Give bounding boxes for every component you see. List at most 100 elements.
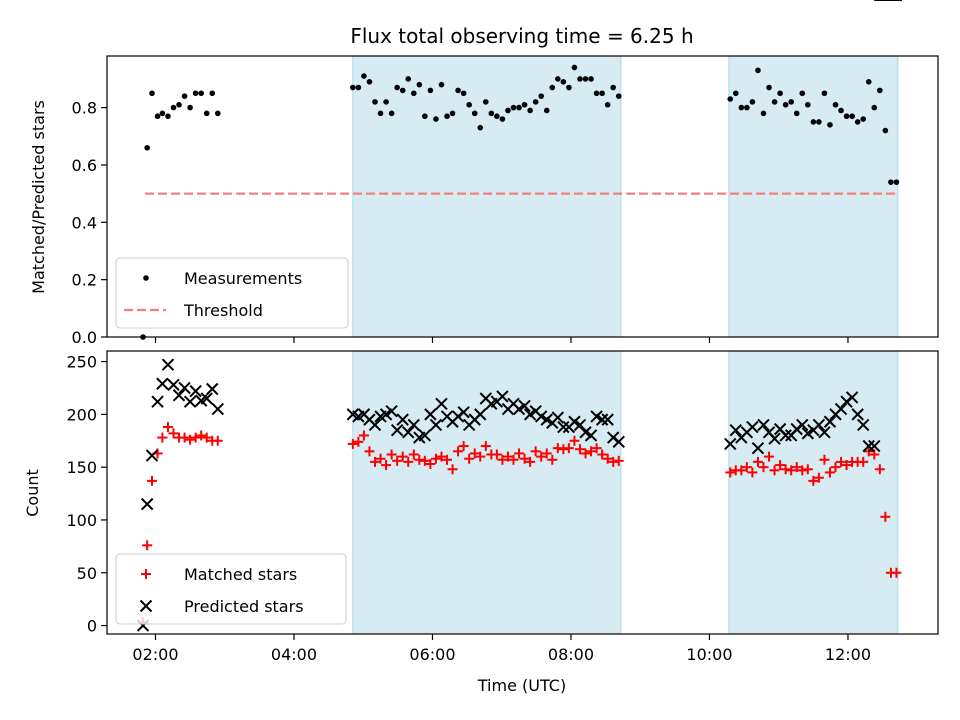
dot-point (361, 73, 367, 79)
x-b (590, 410, 603, 423)
dot-point (144, 144, 150, 151)
x-b (145, 449, 159, 462)
plus-point (212, 435, 223, 446)
x-point (551, 411, 565, 424)
x-b (346, 408, 360, 421)
dot-point (405, 76, 412, 82)
plus-point (147, 475, 158, 486)
plus-point (364, 446, 375, 457)
dot-point (383, 99, 389, 105)
plus-point (142, 540, 153, 551)
plus-point (613, 455, 624, 466)
x-point (779, 429, 792, 442)
dot-point (888, 179, 894, 185)
dot-point (154, 113, 161, 120)
dot-point (215, 110, 221, 117)
dot-point (543, 107, 550, 114)
plus-point (369, 456, 380, 467)
x-point (601, 413, 614, 426)
x-point (390, 423, 404, 437)
plus-point (591, 443, 602, 454)
x-b (845, 391, 859, 404)
x-b (385, 404, 398, 418)
plus-point (802, 464, 813, 475)
legend: Measurements Threshold (115, 257, 349, 329)
dot-point (560, 79, 567, 85)
plus-point (775, 460, 786, 471)
x-b (435, 397, 448, 411)
legend-box (115, 257, 349, 329)
x-b (868, 439, 881, 453)
x-axis-label: Time (UTC) (477, 676, 566, 695)
plus-point (386, 449, 397, 460)
y-tick-label: 0.2 (72, 271, 97, 290)
dot-point (832, 101, 839, 108)
x-point (851, 408, 864, 421)
dot-point (488, 110, 495, 117)
plus-point (185, 434, 196, 445)
dot-point (865, 79, 872, 85)
dot-point (477, 124, 484, 131)
plus-point (824, 467, 835, 478)
dot-point (366, 79, 373, 85)
series-predicted-stars (136, 0, 902, 632)
plus-point (419, 455, 430, 466)
plus-point (491, 449, 502, 460)
x-tick-label: 06:00 (409, 645, 455, 664)
dot-point (422, 113, 428, 120)
plus-point (425, 458, 436, 469)
dot-point (482, 99, 489, 105)
dot-point (516, 104, 522, 111)
x-b (751, 441, 765, 455)
dot-point (209, 90, 216, 97)
plus-point (608, 456, 619, 467)
plus-point (157, 432, 168, 443)
x-tick-label: 12:00 (825, 645, 871, 664)
plus-point (381, 460, 392, 471)
x-point (818, 426, 831, 439)
plus-point (530, 446, 541, 457)
dot-point (198, 90, 204, 97)
legend-label: Measurements (184, 269, 302, 288)
dot-point (582, 76, 589, 82)
y-tick-label: 200 (66, 405, 97, 424)
dot-point (849, 113, 855, 120)
x-point (751, 441, 765, 455)
y-tick-label: 0.8 (72, 99, 97, 118)
plus-point (201, 432, 212, 443)
x-b (457, 406, 470, 419)
x-point (518, 399, 531, 413)
dot-point (433, 116, 439, 122)
dot-point (410, 90, 417, 97)
dot-point (527, 107, 533, 114)
plus-point (514, 448, 525, 459)
dot-point (187, 104, 193, 111)
plot-frame (106, 55, 939, 338)
x-b (418, 429, 432, 442)
x-point (156, 377, 169, 390)
x-point (474, 408, 487, 421)
x-b (851, 408, 864, 421)
x-b (424, 408, 437, 421)
plus-point (874, 464, 885, 475)
chart-title: Flux total observing time = 6.25 h (350, 24, 693, 48)
x-b (823, 415, 837, 428)
y-tick-label: 50 (77, 564, 97, 583)
dot-point (499, 116, 506, 122)
bottom-panel: 0 50 100 150 200 250 02:00 04:00 06:00 08:00 10:00… (66, 0, 939, 664)
plus-point (808, 475, 819, 486)
dot-point (610, 84, 617, 91)
x-tick-label: 02:00 (132, 645, 178, 664)
x-point (145, 449, 159, 462)
observing-window-0 (352, 350, 622, 635)
dot-point (165, 113, 171, 120)
dot-point (350, 84, 356, 91)
dot-point (788, 99, 794, 105)
dot-point (203, 110, 210, 117)
x-tick-label: 08:00 (548, 645, 594, 664)
x-point (368, 418, 382, 432)
x-b (151, 395, 164, 408)
x-point (768, 432, 781, 445)
x-b (474, 408, 487, 421)
x-b (178, 381, 191, 395)
